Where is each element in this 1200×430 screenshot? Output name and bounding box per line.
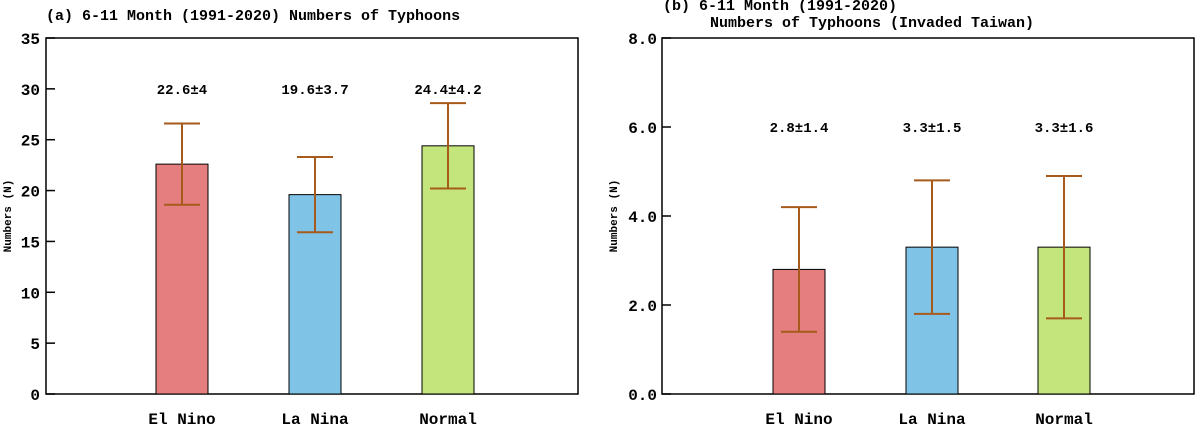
panel-a-y-tick-label: 5	[30, 336, 40, 354]
panel-a-title: (a) 6-11 Month (1991-2020) Numbers of Ty…	[46, 8, 460, 25]
panel-a-data-label: 19.6±3.7	[281, 83, 348, 99]
panel-b-chart: (b) 6-11 Month (1991-2020) Numbers of Ty…	[609, 0, 1195, 429]
panel-a-data-label: 22.6±4	[157, 83, 207, 99]
panel-b-x-tick-label: El Nino	[765, 411, 832, 429]
panel-a-y-tick-label: 15	[21, 234, 40, 252]
panel-b-title: (b) 6-11 Month (1991-2020)	[663, 0, 897, 15]
panel-b-subtitle: Numbers of Typhoons (Invaded Taiwan)	[710, 15, 1034, 32]
panel-a-y-tick-label: 20	[21, 184, 40, 202]
panel-a-y-tick-label: 10	[21, 285, 40, 303]
panel-b-x-tick-label: La Nina	[898, 411, 966, 429]
panel-a-chart: (a) 6-11 Month (1991-2020) Numbers of Ty…	[3, 8, 579, 429]
panel-b-y-tick-label: 0.0	[628, 387, 657, 405]
panel-b-y-axis-label: Numbers (N)	[609, 180, 621, 253]
panel-a-y-tick-label: 30	[21, 82, 40, 100]
panel-b-data-label: 3.3±1.5	[903, 121, 962, 137]
panel-a-y-tick-label: 0	[30, 387, 40, 405]
panel-b-y-tick-label: 4.0	[628, 209, 657, 227]
panel-b-data-label: 2.8±1.4	[770, 121, 829, 137]
panel-a-y-tick-label: 35	[21, 31, 40, 49]
panel-a-x-tick-label: Normal	[419, 411, 477, 429]
panel-b-y-tick-label: 8.0	[628, 31, 657, 49]
panel-b-data-label: 3.3±1.6	[1035, 121, 1094, 137]
panel-b-y-tick-label: 2.0	[628, 298, 657, 316]
panel-a-y-tick-label: 25	[21, 133, 40, 151]
panel-b-y-tick-label: 6.0	[628, 120, 657, 138]
panel-a-bar-el-nino	[155, 163, 209, 395]
panel-a-data-label: 24.4±4.2	[414, 83, 481, 99]
panel-a-y-axis-label: Numbers (N)	[3, 180, 15, 253]
panel-a-x-tick-label: El Nino	[148, 411, 215, 429]
panel-a-x-tick-label: La Nina	[281, 411, 349, 429]
panel-b-x-tick-label: Normal	[1035, 411, 1093, 429]
